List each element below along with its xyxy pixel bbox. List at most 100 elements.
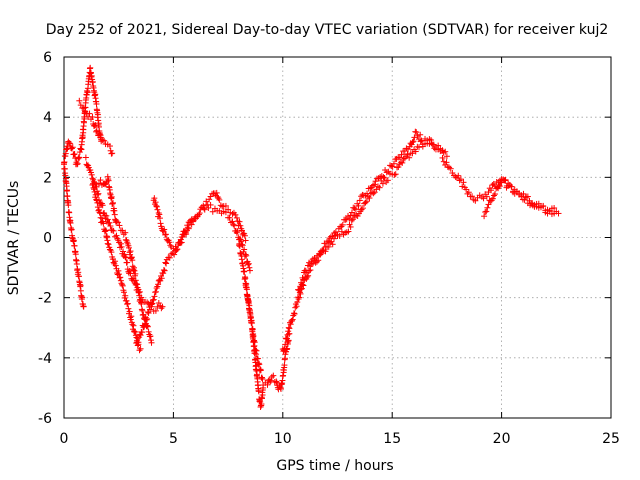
data-point bbox=[435, 142, 442, 149]
data-point bbox=[94, 188, 101, 195]
data-point bbox=[251, 339, 258, 346]
data-point bbox=[342, 216, 349, 223]
data-point bbox=[245, 260, 252, 267]
data-point bbox=[281, 362, 288, 369]
data-point bbox=[145, 328, 152, 335]
data-point bbox=[296, 294, 303, 301]
data-point bbox=[74, 265, 81, 272]
data-point bbox=[150, 296, 157, 303]
data-point bbox=[92, 122, 99, 129]
data-point bbox=[93, 101, 100, 108]
data-point bbox=[404, 151, 411, 158]
data-point bbox=[399, 159, 406, 166]
data-point bbox=[144, 315, 151, 322]
data-point bbox=[132, 328, 139, 335]
data-point bbox=[284, 331, 291, 338]
data-point bbox=[397, 159, 404, 166]
data-point bbox=[222, 202, 229, 209]
data-point bbox=[72, 251, 79, 258]
x-tick-label: 15 bbox=[383, 431, 401, 447]
data-point bbox=[88, 171, 95, 178]
data-point bbox=[110, 199, 117, 206]
data-point bbox=[410, 138, 417, 145]
data-point bbox=[124, 301, 131, 308]
data-point bbox=[171, 251, 178, 258]
x-tick-label: 25 bbox=[602, 431, 620, 447]
data-point bbox=[116, 271, 123, 278]
y-tick-label: -4 bbox=[38, 351, 52, 367]
data-point bbox=[101, 228, 108, 235]
data-point bbox=[214, 193, 221, 200]
data-point bbox=[76, 154, 83, 161]
data-point bbox=[166, 254, 173, 261]
data-point bbox=[95, 132, 102, 139]
data-point bbox=[316, 250, 323, 257]
data-point bbox=[139, 329, 146, 336]
data-point bbox=[95, 190, 102, 197]
data-point bbox=[96, 209, 103, 216]
data-point bbox=[392, 171, 399, 178]
data-point bbox=[213, 189, 220, 196]
data-point bbox=[89, 180, 96, 187]
data-point bbox=[480, 195, 487, 202]
data-point bbox=[253, 347, 260, 354]
data-point bbox=[204, 201, 211, 208]
data-point bbox=[76, 97, 83, 104]
data-point bbox=[364, 190, 371, 197]
data-point bbox=[91, 122, 98, 129]
data-point bbox=[259, 392, 266, 399]
data-point bbox=[74, 160, 81, 167]
data-point bbox=[351, 205, 358, 212]
data-point bbox=[384, 177, 391, 184]
data-point bbox=[389, 163, 396, 170]
data-point bbox=[68, 226, 75, 233]
data-point bbox=[419, 141, 426, 148]
data-points bbox=[61, 64, 562, 411]
data-point bbox=[77, 145, 84, 152]
data-point bbox=[125, 305, 132, 312]
data-point bbox=[217, 202, 224, 209]
y-tick-labels: -6 -4 -2 0 2 4 6 bbox=[38, 50, 52, 427]
data-point bbox=[414, 132, 421, 139]
data-point bbox=[190, 218, 197, 225]
data-point bbox=[358, 206, 365, 213]
data-point bbox=[379, 180, 386, 187]
data-point bbox=[152, 288, 159, 295]
data-point bbox=[236, 243, 243, 250]
data-point bbox=[136, 347, 143, 354]
data-point bbox=[82, 154, 89, 161]
data-point bbox=[387, 162, 394, 169]
data-point bbox=[206, 196, 213, 203]
data-point bbox=[325, 237, 332, 244]
data-point bbox=[105, 241, 112, 248]
data-point bbox=[390, 160, 397, 167]
data-point bbox=[352, 206, 359, 213]
data-point bbox=[242, 275, 249, 282]
data-point bbox=[492, 191, 499, 198]
data-point bbox=[168, 250, 175, 257]
data-point bbox=[230, 221, 237, 228]
data-point bbox=[359, 191, 366, 198]
data-point bbox=[277, 386, 284, 393]
data-point bbox=[236, 218, 243, 225]
data-point bbox=[126, 244, 133, 251]
data-point bbox=[439, 147, 446, 154]
data-point bbox=[295, 295, 302, 302]
data-point bbox=[345, 228, 352, 235]
data-point bbox=[103, 212, 110, 219]
data-point bbox=[216, 196, 223, 203]
data-point bbox=[285, 328, 292, 335]
data-point bbox=[154, 206, 161, 213]
data-point bbox=[187, 217, 194, 224]
data-point bbox=[183, 227, 190, 234]
data-point bbox=[483, 208, 490, 215]
data-point bbox=[140, 324, 147, 331]
x-tick-labels: 0 5 10 15 20 25 bbox=[60, 431, 620, 447]
data-point bbox=[80, 303, 87, 310]
data-point bbox=[367, 185, 374, 192]
data-point bbox=[113, 218, 120, 225]
data-point bbox=[255, 360, 262, 367]
data-point bbox=[71, 242, 78, 249]
data-point bbox=[107, 147, 114, 154]
data-point bbox=[400, 155, 407, 162]
